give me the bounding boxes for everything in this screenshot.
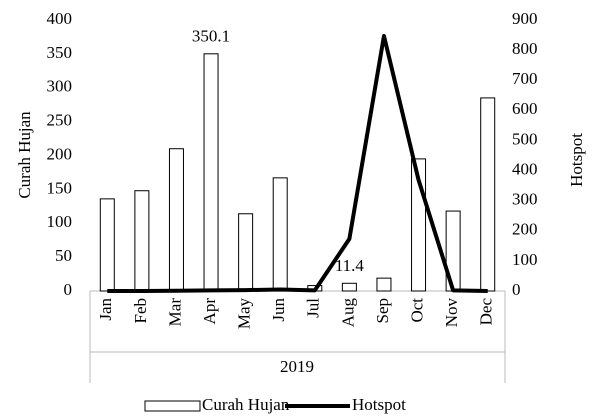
bar: [134, 190, 150, 292]
y2-tick-label: 900: [512, 9, 538, 28]
legend-label: Curah Hujan: [202, 395, 290, 414]
y-axis-title: Curah Hujan: [15, 111, 34, 199]
x-tick-label: Jun: [269, 298, 288, 322]
legend-label: Hotspot: [352, 395, 406, 414]
legend-swatch: [144, 400, 201, 412]
x-tick-label: Apr: [200, 298, 219, 325]
y-tick-label: 250: [47, 111, 73, 130]
x-tick-label: Mar: [165, 298, 184, 327]
y2-tick-label: 500: [512, 129, 538, 148]
x-tick-label: Oct: [407, 298, 426, 323]
x-tick-label: May: [235, 298, 254, 330]
data-label: 350.1: [192, 27, 230, 46]
x-tick-label: Jan: [96, 298, 115, 321]
y2-tick-label: 100: [512, 250, 538, 269]
x-tick-label: Feb: [131, 298, 150, 324]
y2-tick-label: 200: [512, 220, 538, 239]
y2-tick-label: 300: [512, 190, 538, 209]
x-tick-label: Aug: [338, 298, 357, 328]
bar: [341, 282, 357, 292]
x-tick-label: Sep: [373, 298, 392, 324]
y2-tick-label: 600: [512, 99, 538, 118]
y-tick-label: 350: [47, 43, 73, 62]
y2-axis-title: Hotspot: [567, 133, 586, 187]
y-tick-label: 300: [47, 77, 73, 96]
y-tick-label: 0: [64, 280, 73, 299]
y2-tick-label: 400: [512, 159, 538, 178]
data-label: 11.4: [335, 256, 365, 275]
bar: [168, 148, 184, 292]
y2-tick-label: 0: [512, 280, 521, 299]
bar: [99, 198, 115, 292]
x-tick-label: Nov: [442, 298, 461, 328]
x-tick-label: Jul: [304, 298, 323, 318]
y-tick-label: 150: [47, 178, 73, 197]
group-label: 2019: [280, 357, 314, 376]
bar: [376, 277, 392, 292]
bar: [272, 177, 288, 292]
y2-tick-label: 700: [512, 69, 538, 88]
y-tick-label: 100: [47, 212, 73, 231]
bar: [238, 213, 254, 292]
bar: [203, 53, 219, 292]
line-series: [107, 33, 488, 293]
bar: [480, 97, 496, 292]
y-tick-label: 50: [55, 246, 72, 265]
y2-tick-label: 800: [512, 39, 538, 58]
y-tick-label: 400: [47, 9, 73, 28]
x-tick-label: Dec: [477, 298, 496, 326]
y-tick-label: 200: [47, 144, 73, 163]
